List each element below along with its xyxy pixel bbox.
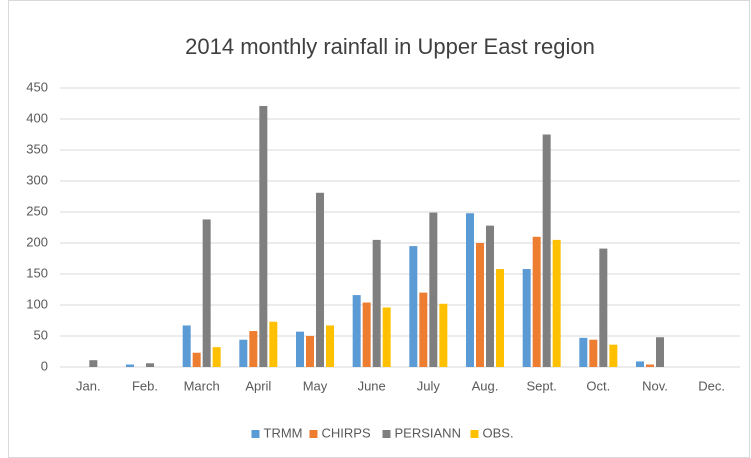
- y-tick-label: 300: [26, 172, 48, 187]
- bar: [382, 307, 391, 367]
- legend-swatch: [382, 430, 391, 438]
- x-tick-label: July: [417, 378, 441, 393]
- bar: [182, 325, 191, 367]
- bar: [239, 339, 248, 367]
- x-tick-label: Oct.: [586, 378, 610, 393]
- x-tick-label: Nov.: [642, 378, 668, 393]
- bar: [146, 363, 154, 367]
- y-tick-label: 450: [26, 79, 48, 94]
- y-tick-label: 200: [26, 234, 48, 249]
- bar: [429, 212, 438, 367]
- bar: [296, 331, 304, 367]
- bar: [126, 364, 134, 367]
- x-tick-label: May: [303, 378, 328, 393]
- bar: [636, 361, 644, 367]
- legend-label: CHIRPS: [322, 425, 371, 440]
- y-tick-label: 100: [26, 296, 48, 311]
- x-tick-label: Aug.: [472, 378, 499, 393]
- bar: [532, 236, 541, 367]
- x-tick-label: Jan.: [76, 378, 101, 393]
- legend-swatch: [470, 430, 479, 438]
- bar: [409, 246, 418, 367]
- legend-swatch: [309, 430, 318, 438]
- y-tick-label: 250: [26, 203, 48, 218]
- bar: [249, 331, 258, 367]
- bar: [439, 303, 448, 367]
- x-tick-label: Feb.: [132, 378, 158, 393]
- bar: [656, 337, 664, 367]
- y-tick-label: 350: [26, 141, 48, 156]
- bar: [306, 336, 314, 367]
- bar: [522, 269, 531, 367]
- x-tick-label: March: [184, 378, 220, 393]
- y-tick-label: 400: [26, 110, 48, 125]
- legend-label: OBS.: [483, 425, 514, 440]
- bar: [259, 105, 268, 367]
- bar: [552, 239, 561, 367]
- legend-label: PERSIANN: [395, 425, 461, 440]
- y-tick-label: 50: [34, 327, 48, 342]
- x-tick-label: Dec.: [698, 378, 725, 393]
- bar: [212, 347, 221, 367]
- x-tick-label: June: [358, 378, 386, 393]
- x-tick-label: Sept.: [526, 378, 556, 393]
- bar: [496, 269, 504, 367]
- y-tick-label: 0: [41, 358, 48, 373]
- bar: [589, 339, 598, 367]
- bar: [476, 243, 484, 367]
- x-tick-label: April: [245, 378, 271, 393]
- bar: [352, 295, 361, 367]
- bar: [192, 352, 201, 367]
- bar: [599, 248, 608, 367]
- bar: [466, 213, 474, 367]
- bar: [89, 360, 98, 367]
- bar: [269, 321, 278, 367]
- bar: [362, 302, 371, 367]
- bar: [486, 225, 494, 367]
- legend-swatch: [251, 430, 260, 438]
- bar: [609, 344, 618, 367]
- chart-border: [8, 0, 750, 458]
- bar: [326, 325, 334, 367]
- bar: [542, 134, 551, 367]
- bar: [646, 364, 654, 367]
- bar: [372, 239, 381, 367]
- bar: [316, 192, 324, 367]
- bar: [579, 337, 588, 367]
- y-tick-label: 150: [26, 265, 48, 280]
- legend-label: TRMM: [264, 425, 303, 440]
- bar: [202, 219, 211, 367]
- bar: [419, 292, 428, 367]
- chart-title: 2014 monthly rainfall in Upper East regi…: [185, 34, 595, 59]
